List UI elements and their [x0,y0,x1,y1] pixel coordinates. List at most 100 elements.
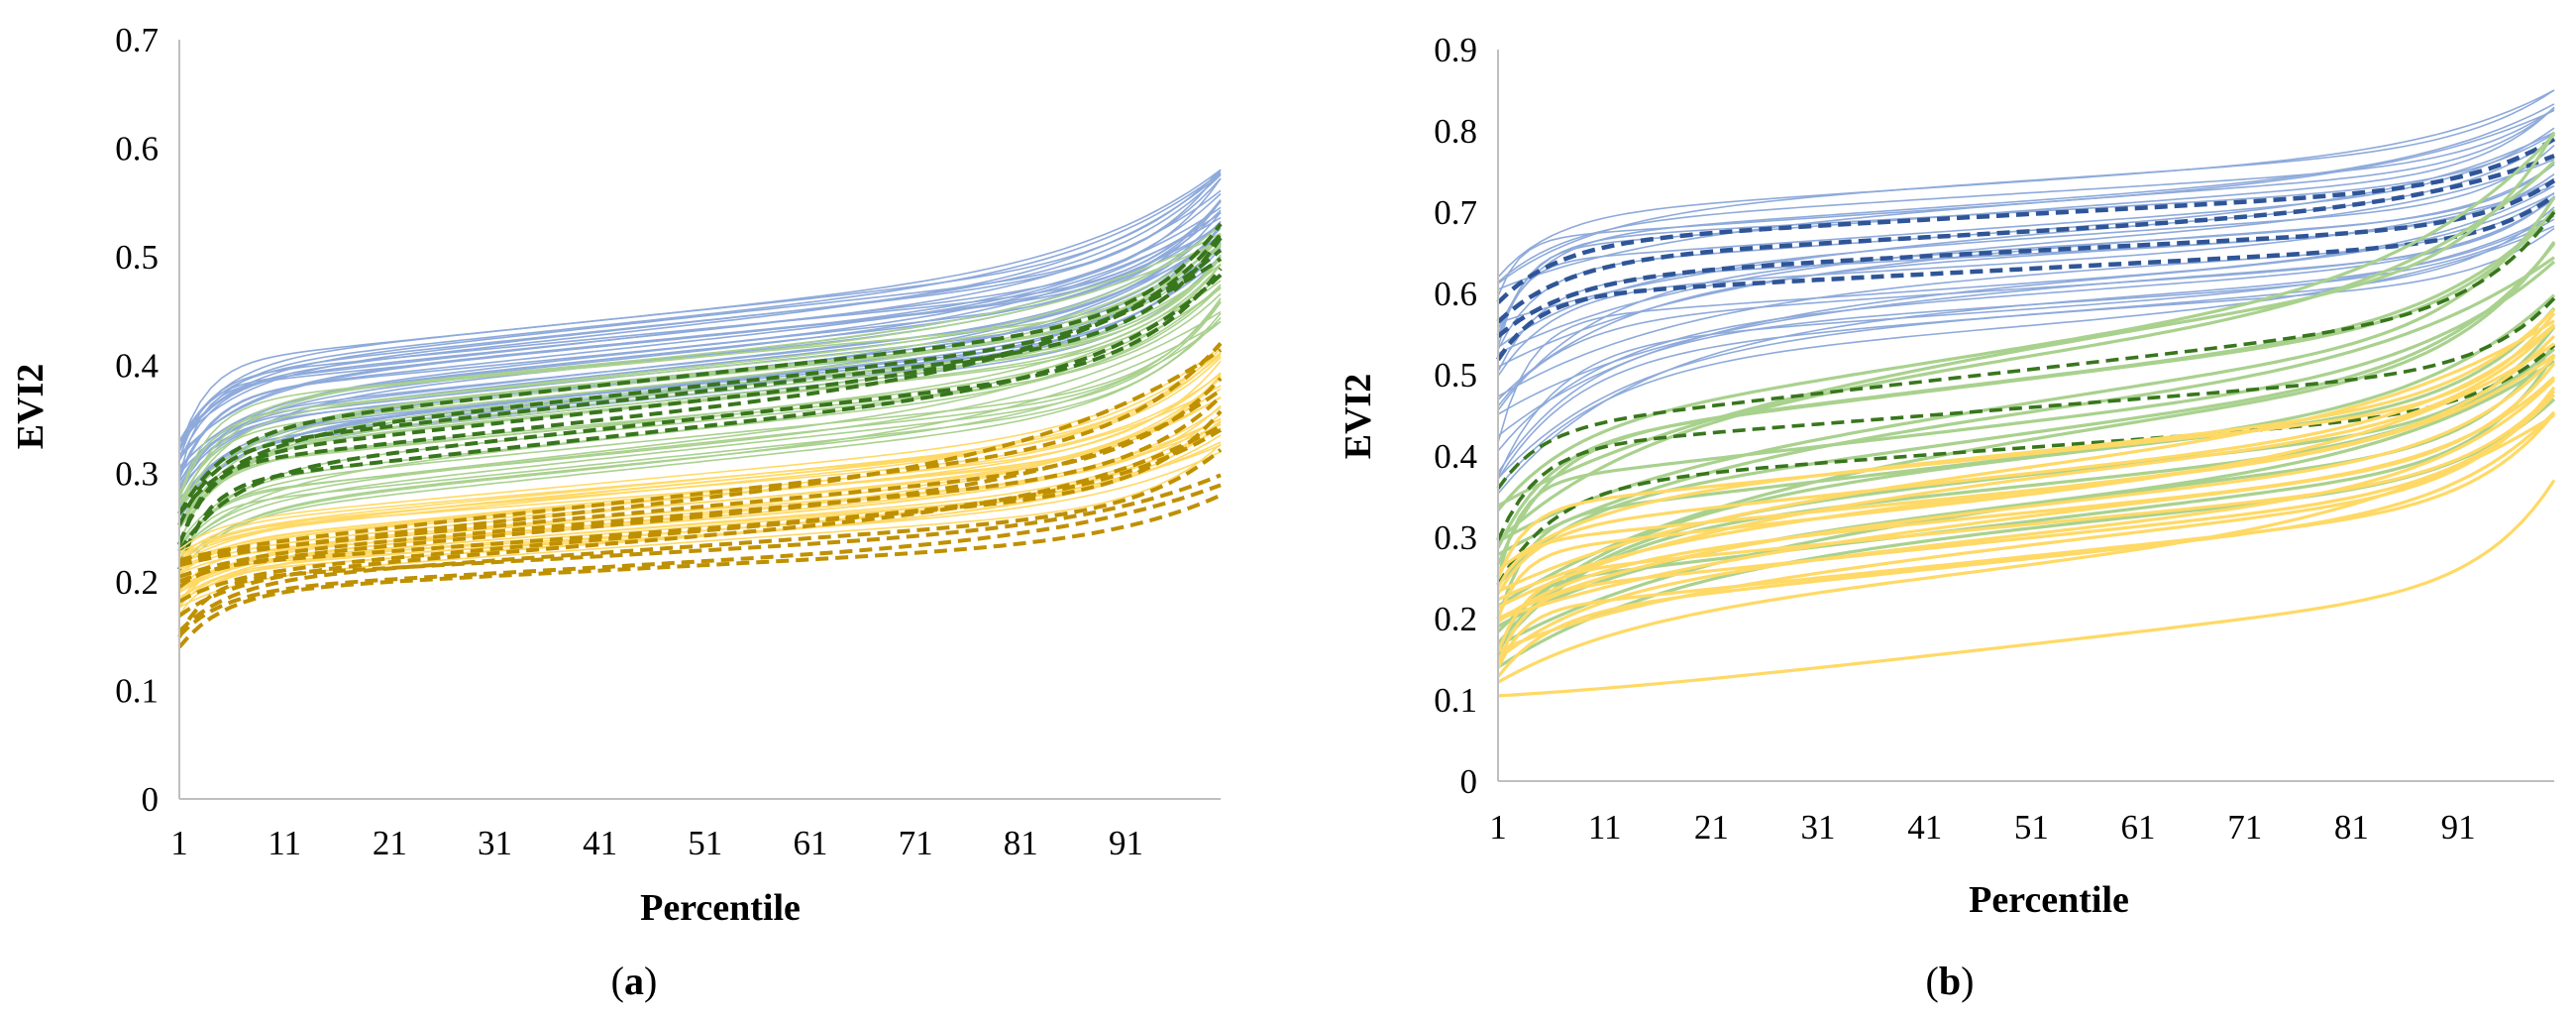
series-line [177,448,1223,633]
series-line [1496,311,2556,579]
x-tick-label: 81 [2334,808,2369,847]
series-line [177,236,1223,526]
series-line [1496,193,2556,362]
y-tick-label: 0.5 [115,238,159,277]
x-tick-label: 1 [170,824,188,862]
panel-b-caption: (b) [1926,959,1975,1003]
series-line [177,493,1222,649]
series-line [178,312,1222,560]
series-line [178,377,1223,567]
panel-b-x-tick-labels: 1 11 21 31 41 51 61 71 81 91 [1489,808,2475,847]
y-tick-label: 0.6 [115,129,159,168]
x-tick-label: 51 [2014,808,2049,847]
series-line [177,428,1223,589]
panel-a-curves [177,169,1223,649]
series-line [177,267,1223,553]
series-line [1497,355,2556,621]
series-line [1497,324,2556,610]
y-tick-label: 0.1 [115,672,159,711]
series-line [1496,154,2555,324]
series-line [178,316,1222,572]
x-tick-label: 81 [1004,824,1038,862]
series-line [177,233,1223,515]
series-line [1496,178,2556,339]
series-line [178,357,1222,558]
series-line [1497,378,2556,661]
x-tick-label: 31 [1801,808,1836,847]
panel-a-y-axis-title: EVI2 [10,364,52,450]
panel-b-y-tick-labels: 0 0.1 0.2 0.3 0.4 0.5 0.6 0.7 0.8 0.9 [1434,31,1477,801]
series-line [1497,256,2555,556]
y-tick-label: 0.2 [115,563,159,602]
series-line [1497,308,2556,572]
y-tick-label: 0.4 [115,346,159,385]
series-line [1497,144,2555,349]
series-line [178,409,1223,604]
series-line [178,354,1222,561]
series-line [178,201,1222,460]
series-line [1496,323,2556,595]
x-tick-label: 41 [1907,808,1942,847]
series-line [178,172,1222,448]
series-line [178,171,1222,452]
series-line [178,345,1222,550]
series-line [1496,412,2556,669]
series-line [178,300,1222,547]
series-line [178,169,1222,442]
series-line [178,192,1222,476]
y-tick-label: 0.4 [1434,437,1477,476]
series-line [1497,89,2555,284]
series-line [177,248,1223,545]
series-line [1497,334,2556,602]
series-line [1496,208,2556,549]
series-line [178,169,1222,442]
series-line [1497,479,2556,698]
y-tick-label: 0 [142,780,160,819]
series-line [178,232,1222,504]
series-line [177,483,1222,637]
y-tick-label: 0.7 [1434,193,1477,232]
y-tick-label: 0.6 [1434,275,1477,313]
series-line [1497,197,2555,452]
y-tick-label: 0.9 [1434,31,1477,69]
series-line [178,348,1223,568]
series-line [1496,137,2556,304]
x-tick-label: 21 [373,824,407,862]
x-tick-label: 11 [268,824,301,862]
series-line [1497,131,2556,508]
series-line [1497,133,2555,335]
x-tick-label: 41 [583,824,617,862]
series-line [178,301,1222,553]
y-tick-label: 0.3 [1434,518,1477,557]
y-tick-label: 0 [1460,762,1478,801]
series-line [1497,127,2555,340]
series-line [1497,319,2555,593]
y-tick-label: 0.3 [115,455,159,494]
y-tick-label: 0.2 [1434,600,1477,638]
series-line [178,177,1222,442]
x-tick-label: 71 [899,824,933,862]
panel-a-x-tick-labels: 1 11 21 31 41 51 61 71 81 91 [170,824,1143,862]
series-line [1497,106,2555,348]
panel-b-x-axis-title: Percentile [1969,879,2129,921]
series-line [177,424,1222,618]
series-line [1496,210,2556,490]
x-tick-label: 61 [2121,808,2156,847]
series-line [178,395,1223,579]
series-line [1497,196,2556,543]
series-line [178,377,1222,570]
series-line [178,216,1222,480]
y-tick-label: 0.8 [1434,112,1477,151]
series-line [1496,260,2556,578]
series-line [1497,225,2555,489]
y-tick-label: 0.1 [1434,681,1477,720]
x-tick-label: 61 [793,824,827,862]
x-tick-label: 91 [1109,824,1143,862]
series-line [178,320,1222,566]
x-tick-label: 51 [688,824,722,862]
series-line [1497,376,2556,623]
series-line [1496,296,2556,541]
series-line [178,297,1222,552]
panel-a: 00.10.20.30.40.50.60.7 1 11 21 31 41 51 61 71 81… [10,21,1223,1003]
